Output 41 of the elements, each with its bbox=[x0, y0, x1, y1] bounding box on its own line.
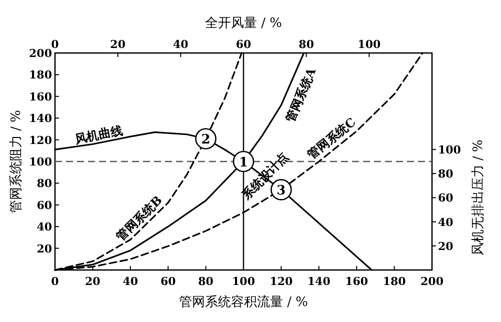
x-tick-label: 200 bbox=[420, 275, 444, 288]
x-tick-label: 60 bbox=[160, 275, 176, 288]
x-tick-label: 20 bbox=[85, 275, 101, 288]
x-tick-label: 180 bbox=[382, 275, 406, 288]
y-tick-label: 120 bbox=[29, 134, 52, 147]
x2-tick-label: 80 bbox=[298, 38, 314, 51]
x-axis-title: 管网系统容积流量 / % bbox=[179, 294, 308, 310]
y2-tick-label: 80 bbox=[438, 168, 454, 181]
x2-axis-title: 全开风量 / % bbox=[205, 16, 282, 31]
y2-tick-label: 40 bbox=[438, 216, 454, 229]
x2-tick-label: 40 bbox=[173, 38, 189, 51]
x-tick-label: 160 bbox=[345, 275, 368, 288]
annotation: 2 bbox=[201, 132, 210, 148]
y-tick-label: 160 bbox=[29, 90, 52, 104]
x2-tick-label: 20 bbox=[110, 38, 126, 51]
y-tick-label: 60 bbox=[36, 198, 52, 212]
x-tick-label: 120 bbox=[270, 275, 294, 288]
y-tick-label: 100 bbox=[29, 156, 52, 168]
y-tick-label: 80 bbox=[36, 177, 52, 190]
x2-tick-label: 0 bbox=[51, 38, 60, 51]
x-tick-label: 80 bbox=[198, 275, 214, 288]
y2-tick-label: 60 bbox=[438, 192, 454, 205]
x-tick-label: 100 bbox=[232, 275, 256, 288]
y2-tick-label: 20 bbox=[438, 240, 454, 253]
y-tick-label: 140 bbox=[29, 112, 52, 126]
y-axis-title: 管网系统阻力 / % bbox=[9, 110, 24, 213]
y-tick-label: 180 bbox=[29, 68, 52, 82]
annotation: 3 bbox=[276, 184, 286, 199]
x2-tick-label: 60 bbox=[236, 38, 252, 51]
y-tick-label: 20 bbox=[36, 242, 52, 256]
y2-tick-label: 100 bbox=[438, 143, 462, 156]
y-tick-label: 40 bbox=[36, 220, 52, 234]
y2-axis-title: 风机无排出压力 / % bbox=[471, 140, 486, 256]
x2-tick-label: 100 bbox=[358, 38, 381, 51]
text: 风机曲线 bbox=[72, 123, 124, 147]
x-tick-label: 0 bbox=[51, 275, 60, 288]
x-tick-label: 140 bbox=[307, 275, 331, 288]
y-tick-label: 200 bbox=[29, 47, 52, 60]
text: 管网系统B bbox=[112, 193, 165, 244]
x-tick-label: 40 bbox=[122, 275, 138, 288]
annotation: 1 bbox=[238, 156, 248, 170]
